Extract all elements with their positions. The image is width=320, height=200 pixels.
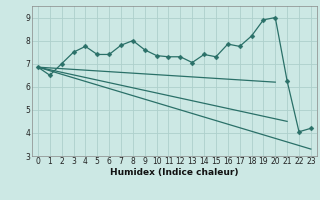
X-axis label: Humidex (Indice chaleur): Humidex (Indice chaleur): [110, 168, 239, 177]
